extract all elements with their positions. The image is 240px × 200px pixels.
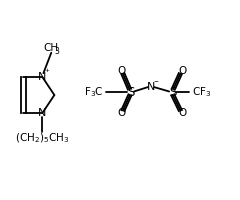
Text: S: S [169, 86, 176, 99]
Text: O: O [117, 108, 125, 118]
Text: $^-$: $^-$ [152, 78, 160, 87]
Text: CH: CH [43, 43, 58, 53]
Text: CF$_3$: CF$_3$ [192, 85, 211, 99]
Text: N: N [38, 108, 47, 118]
Text: $^+$: $^+$ [43, 68, 51, 77]
Text: (CH$_2$)$_5$CH$_3$: (CH$_2$)$_5$CH$_3$ [15, 131, 70, 145]
Text: N: N [147, 82, 155, 92]
Text: N: N [38, 72, 47, 82]
Text: F$_3$C: F$_3$C [84, 85, 103, 99]
Text: S: S [127, 86, 134, 99]
Text: 3: 3 [55, 47, 60, 56]
Text: O: O [117, 66, 125, 76]
Text: O: O [178, 108, 186, 118]
Text: O: O [178, 66, 186, 76]
